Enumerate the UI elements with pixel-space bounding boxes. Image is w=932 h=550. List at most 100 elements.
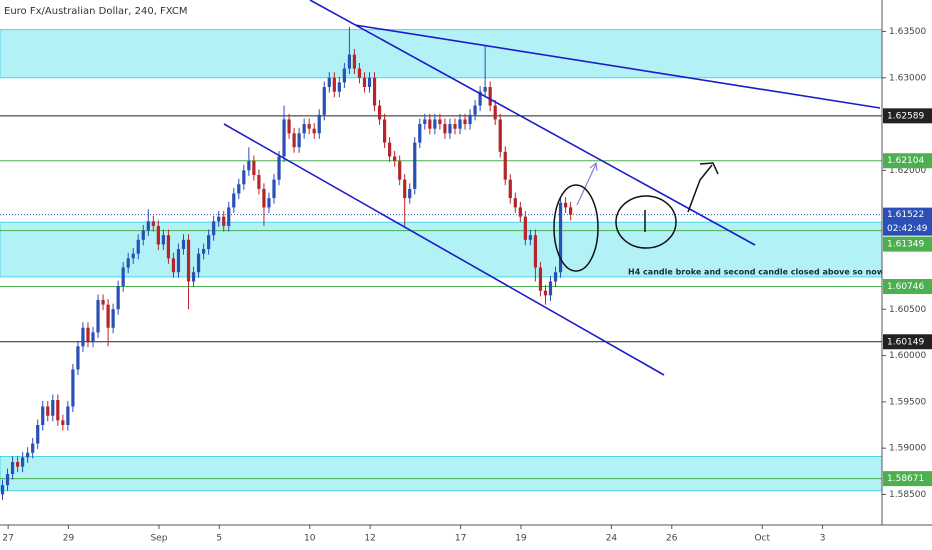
candle-body — [448, 124, 452, 134]
candle-body — [483, 87, 487, 92]
candle-body — [36, 425, 40, 444]
candle-body — [56, 400, 60, 421]
candle-body — [232, 193, 236, 208]
candle-body — [302, 124, 306, 134]
candle-body — [367, 77, 372, 88]
level-label-box — [883, 278, 932, 294]
x-tick-label: Oct — [754, 534, 770, 544]
level-label: 1.62104 — [887, 156, 924, 166]
candle-body — [217, 216, 221, 222]
candle-body — [297, 133, 301, 148]
x-tick-label: 3 — [820, 534, 826, 544]
candle-body — [136, 239, 140, 254]
candle-body — [262, 188, 266, 208]
candle-body — [186, 239, 191, 282]
candle-body — [126, 258, 130, 268]
chart-title: Euro Fx/Australian Dollar, 240, FXCM — [4, 6, 188, 17]
candle-body — [327, 77, 331, 88]
candle-body — [558, 202, 563, 273]
candle-body — [282, 119, 286, 157]
candle-body — [418, 124, 422, 143]
candle-body — [382, 119, 387, 143]
level-label: 1.60746 — [887, 282, 924, 292]
candle-body — [5, 474, 10, 486]
candles-layer — [0, 26, 573, 500]
x-tick-label: 10 — [304, 534, 316, 544]
candle-body — [398, 161, 402, 180]
candle-body — [10, 462, 15, 475]
candle-body — [458, 119, 462, 129]
candle-body — [307, 124, 311, 129]
x-tick-label: 19 — [515, 534, 527, 544]
candle-body — [528, 235, 532, 240]
hand-arrow — [687, 162, 719, 213]
candle-body — [176, 249, 181, 273]
candle-body — [468, 114, 472, 125]
candle-body — [463, 119, 467, 125]
level-label-box — [883, 236, 932, 252]
zone — [0, 455, 882, 492]
candle-body — [141, 230, 145, 240]
candle-body — [347, 54, 352, 69]
candle-body — [352, 54, 357, 69]
y-tick-label: 1.59500 — [889, 397, 926, 407]
x-tick-label: 29 — [63, 534, 75, 544]
levels-layer — [0, 115, 882, 480]
candle-body — [161, 235, 165, 245]
candle-body — [26, 452, 30, 458]
candle-body — [272, 179, 276, 199]
candle-body — [317, 114, 321, 134]
x-tick-label: 27 — [2, 534, 13, 544]
candle-body — [488, 87, 492, 106]
candle-body — [357, 68, 362, 78]
zones-layer — [0, 29, 882, 492]
candle-body — [508, 179, 512, 199]
candle-body — [393, 156, 397, 162]
level-label-box — [883, 334, 932, 350]
zone — [0, 29, 882, 79]
x-tick-label: 12 — [364, 534, 375, 544]
candle-body — [453, 124, 457, 129]
level-label-box — [883, 471, 932, 487]
y-tick-label: 1.63500 — [889, 27, 926, 37]
trend-line — [354, 24, 881, 109]
y-tick-label: 1.63000 — [889, 73, 926, 83]
candle-body — [196, 253, 201, 273]
y-tick-label: 1.59000 — [889, 444, 926, 454]
level-label: 1.60149 — [887, 337, 924, 347]
last-price-label: 1.61522 — [887, 210, 924, 220]
candle-body — [212, 221, 216, 236]
candle-body — [503, 151, 507, 180]
candle-body — [563, 202, 568, 208]
candle-body — [111, 309, 115, 328]
candle-body — [51, 400, 55, 416]
circle-mark — [615, 195, 677, 249]
candle-body — [538, 267, 543, 291]
annotation: H4 candle broke and second candle closed… — [628, 268, 932, 277]
candle-body — [332, 77, 336, 92]
candle-body — [413, 142, 417, 189]
candle-body — [31, 443, 35, 453]
candle-body — [101, 300, 105, 305]
candle-body — [15, 462, 20, 467]
countdown-label: 02:42:49 — [887, 224, 928, 234]
candle-body — [0, 485, 5, 495]
candle-body — [408, 188, 412, 199]
candle-body — [227, 207, 231, 226]
candle-body — [428, 119, 432, 129]
y-tick-label: 1.58500 — [889, 490, 926, 500]
candle-body — [151, 221, 155, 226]
candle-body — [518, 207, 522, 217]
candle-body — [252, 161, 256, 175]
x-tick-label: 24 — [606, 534, 618, 544]
level-label: 1.61349 — [887, 240, 924, 250]
candle-body — [46, 406, 50, 416]
level-label: 1.62589 — [887, 111, 924, 121]
candle-body — [438, 119, 442, 125]
level-label-box — [883, 108, 932, 124]
candle-body — [21, 457, 25, 467]
candle-body — [337, 82, 341, 92]
candle-body — [533, 235, 538, 268]
candle-body — [106, 304, 110, 328]
